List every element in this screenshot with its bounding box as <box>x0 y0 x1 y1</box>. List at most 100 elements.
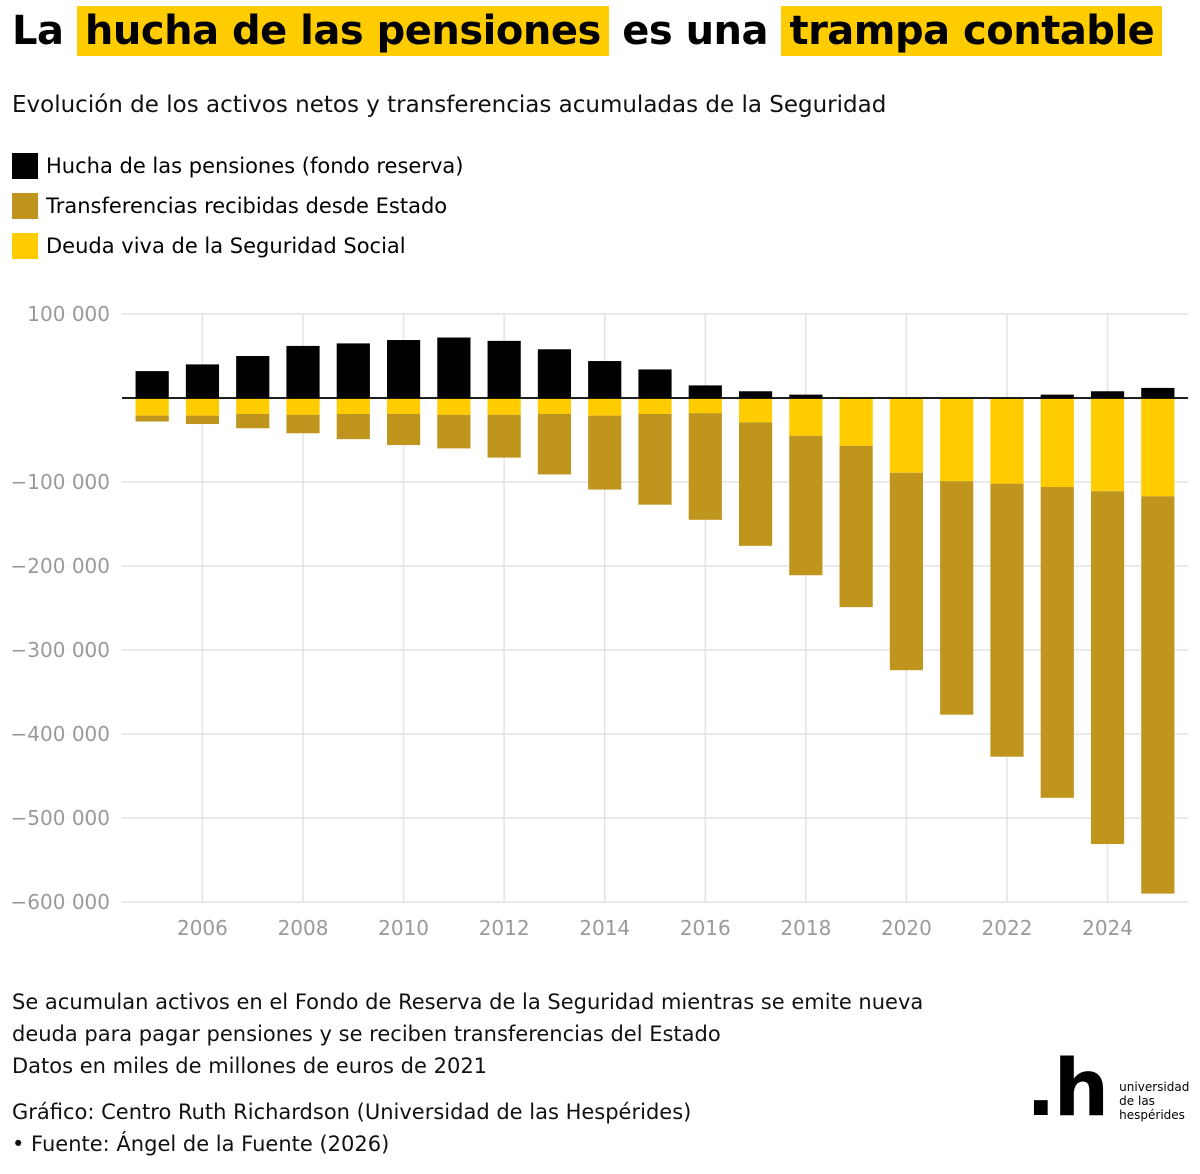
bar-debt <box>1040 398 1074 488</box>
bar-transfers <box>236 413 270 429</box>
bar-debt <box>286 398 320 415</box>
bar-transfers <box>437 414 471 449</box>
credit-line-1: Gráfico: Centro Ruth Richardson (Univers… <box>12 1100 692 1124</box>
chart-subtitle: Evolución de los activos netos y transfe… <box>12 92 887 118</box>
bar-debt <box>688 398 722 414</box>
bar-transfers <box>588 415 622 490</box>
bar-debt <box>487 398 521 415</box>
title-part-2: es una <box>622 8 769 54</box>
chart-area: 100 000 −100 000 −200 000 −300 000 −400 000 −… <box>0 290 1200 970</box>
bar-debt <box>1141 398 1175 497</box>
x-tick-label: 2018 <box>780 916 831 940</box>
bar-reserve-fund <box>1141 387 1175 398</box>
logo-mark: .h <box>1026 1044 1109 1134</box>
bar-debt <box>889 398 924 473</box>
bar-transfers <box>738 422 773 546</box>
bar-transfers <box>889 472 924 671</box>
title-highlight-2: trampa contable <box>781 6 1163 56</box>
x-tick-label: 2006 <box>177 916 228 940</box>
bar-reserve-fund <box>1040 394 1074 398</box>
bar-debt <box>437 398 471 415</box>
bar-debt <box>839 398 873 446</box>
bar-transfers <box>537 413 572 475</box>
bar-transfers <box>286 414 320 434</box>
x-tick-label: 2010 <box>378 916 429 940</box>
chart-note: Se acumulan activos en el Fondo de Reser… <box>12 986 923 1082</box>
y-tick-label: −200 000 <box>11 554 110 578</box>
bar-reserve-fund <box>1090 391 1125 398</box>
chart-credit: Gráfico: Centro Ruth Richardson (Univers… <box>12 1096 691 1160</box>
y-tick-label: −400 000 <box>11 722 110 746</box>
x-tick-label: 2008 <box>278 916 329 940</box>
bar-reserve-fund <box>487 340 521 398</box>
bar-transfers <box>135 415 169 422</box>
legend-item-transfers: Transferencias recibidas desde Estado <box>12 186 463 226</box>
bar-transfers <box>386 413 421 446</box>
x-tick-label: 2020 <box>881 916 932 940</box>
bar-transfers <box>185 415 220 425</box>
title-highlight-1: hucha de las pensiones <box>76 6 609 56</box>
legend: Hucha de las pensiones (fondo reserva) T… <box>12 146 463 266</box>
legend-label-debt: Deuda viva de la Seguridad Social <box>46 234 406 258</box>
bar-transfers <box>1040 487 1074 798</box>
legend-item-reserve-fund: Hucha de las pensiones (fondo reserva) <box>12 146 463 186</box>
bar-debt <box>185 398 220 416</box>
x-tick-label: 2024 <box>1082 916 1133 940</box>
bar-debt <box>588 398 622 416</box>
bar-reserve-fund <box>386 340 421 398</box>
x-tick-label: 2014 <box>579 916 630 940</box>
university-logo: .h universidad de las hespérides <box>1026 1044 1189 1134</box>
bar-transfers <box>487 414 521 458</box>
bar-transfers <box>688 413 722 520</box>
y-tick-label: −300 000 <box>11 638 110 662</box>
bar-reserve-fund <box>638 369 672 398</box>
y-tick-label: 100 000 <box>27 302 110 326</box>
bar-chart: 100 000 −100 000 −200 000 −300 000 −400 000 −… <box>11 302 1188 940</box>
logo-text: universidad de las hespérides <box>1119 1080 1189 1122</box>
y-tick-label: −100 000 <box>11 470 110 494</box>
note-line-2: deuda para pagar pensiones y se reciben … <box>12 1022 721 1046</box>
logo-text-line-1: universidad <box>1119 1080 1190 1094</box>
bar-debt <box>789 398 823 436</box>
bar-transfers <box>638 413 672 505</box>
bar-transfers <box>1090 491 1125 845</box>
x-tick-label: 2022 <box>982 916 1033 940</box>
bar-reserve-fund <box>135 371 169 398</box>
bar-debt <box>336 398 370 414</box>
legend-label-reserve-fund: Hucha de las pensiones (fondo reserva) <box>46 154 464 178</box>
bar-transfers <box>940 481 974 715</box>
bar-debt <box>738 398 773 423</box>
bar-reserve-fund <box>437 337 471 398</box>
bar-debt <box>990 398 1024 484</box>
note-line-3: Datos en miles de millones de euros de 2… <box>12 1054 488 1078</box>
legend-swatch-transfers <box>12 193 38 219</box>
bar-reserve-fund <box>588 361 622 398</box>
bar-debt <box>1090 398 1125 492</box>
bar-transfers <box>1141 496 1175 894</box>
logo-text-line-3: hespérides <box>1119 1108 1185 1122</box>
chart-title: La hucha de las pensiones es una trampa … <box>12 6 1163 56</box>
bar-reserve-fund <box>236 356 270 398</box>
bar-transfers <box>990 483 1024 757</box>
title-part-1: La <box>12 8 64 54</box>
bar-transfers <box>839 445 873 608</box>
legend-swatch-debt <box>12 233 38 259</box>
legend-label-transfers: Transferencias recibidas desde Estado <box>46 194 448 218</box>
bar-debt <box>638 398 672 414</box>
credit-line-2: • Fuente: Ángel de la Fuente (2026) <box>12 1132 390 1156</box>
bar-reserve-fund <box>336 343 370 398</box>
y-tick-label: −500 000 <box>11 806 110 830</box>
y-tick-label: −600 000 <box>11 890 110 914</box>
logo-text-line-2: de las <box>1119 1094 1155 1108</box>
bar-reserve-fund <box>789 394 823 398</box>
bar-reserve-fund <box>688 385 722 398</box>
x-tick-label: 2012 <box>479 916 530 940</box>
bar-transfers <box>336 413 370 440</box>
bar-debt <box>386 398 421 414</box>
legend-item-debt: Deuda viva de la Seguridad Social <box>12 226 463 266</box>
bar-debt <box>236 398 270 414</box>
legend-swatch-reserve-fund <box>12 153 38 179</box>
bar-reserve-fund <box>185 364 220 398</box>
bar-reserve-fund <box>738 391 773 398</box>
bar-debt <box>940 398 974 482</box>
